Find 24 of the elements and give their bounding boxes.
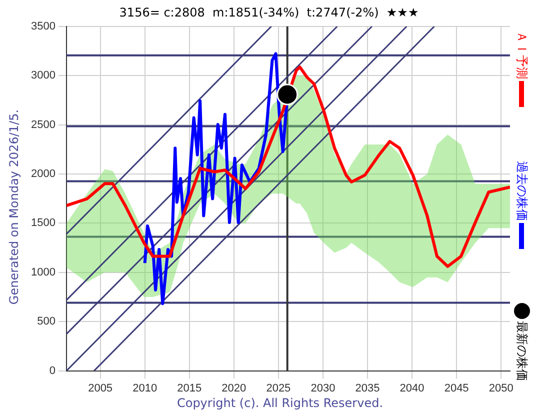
x-tick-label: 2035 — [355, 382, 380, 394]
x-tick-label: 2050 — [488, 382, 514, 394]
x-tick-label: 2010 — [132, 382, 158, 394]
x-tick-label: 2040 — [400, 382, 424, 394]
text: Generated on Monday 2026/1/5. — [7, 108, 21, 307]
y-tick-label: 0 — [49, 364, 56, 377]
y-tick-label: 1000 — [30, 266, 56, 278]
chart-title: 3156= c:2808 m:1851(-34%) t:2747(-2%) ★★★ — [119, 5, 419, 20]
y-tick-label: 2000 — [30, 168, 56, 180]
y-tick-label: 500 — [37, 316, 56, 328]
text: ＡＩ予測 — [514, 31, 530, 79]
x-tick-label: 2005 — [88, 382, 113, 394]
x-tick-label: 2045 — [444, 382, 469, 394]
y-tick-label: 1500 — [30, 217, 56, 230]
x-tick-label: 2030 — [310, 382, 336, 394]
text: Copyright (c). All Rights Reserved. — [176, 396, 384, 410]
x-tick-label: 2025 — [266, 382, 291, 394]
x-tick-label: 2020 — [222, 382, 246, 394]
y-tick-label: 3000 — [30, 70, 56, 82]
text: 過去の株価 — [514, 161, 530, 221]
y-tick-label: 2500 — [30, 118, 56, 131]
legend-label: 最新の株価 — [514, 321, 530, 381]
x-tick-label: 2015 — [177, 382, 202, 394]
y-tick-label: 3500 — [30, 20, 56, 32]
